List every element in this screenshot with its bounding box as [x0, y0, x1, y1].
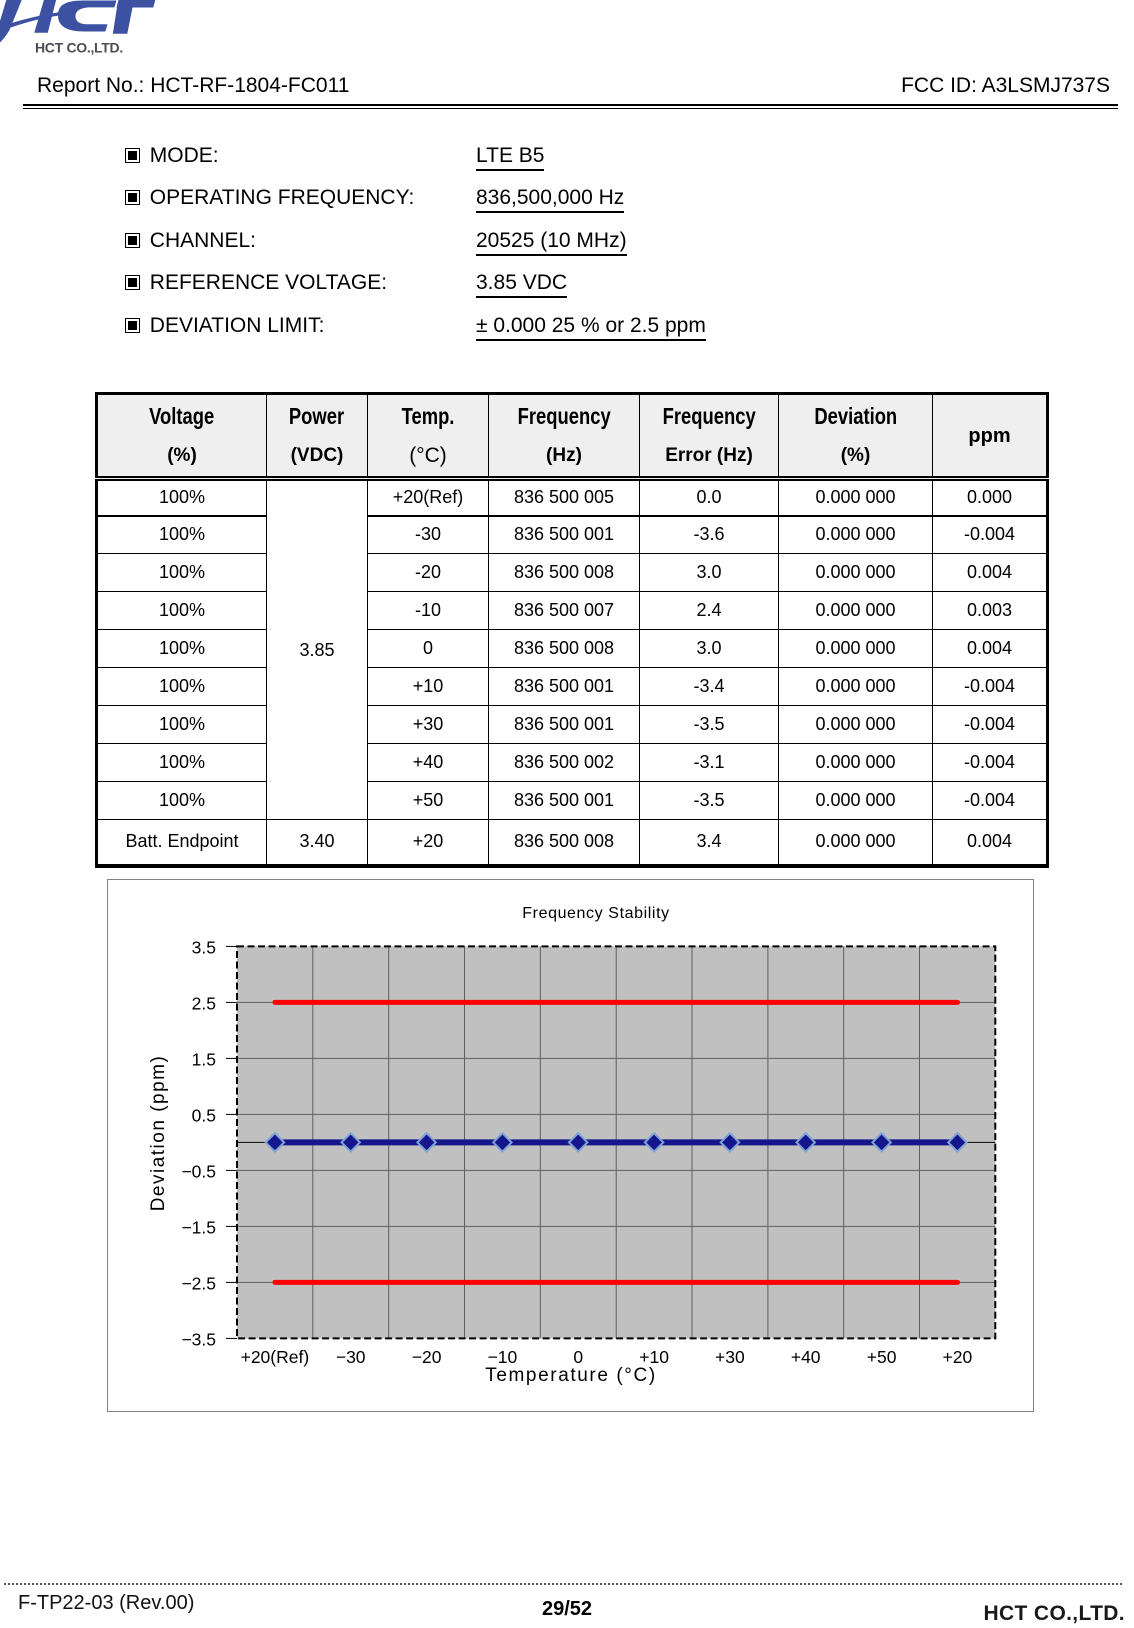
- svg-text:−0.5: −0.5: [181, 1161, 216, 1181]
- svg-text:2.5: 2.5: [192, 993, 216, 1013]
- svg-text:0: 0: [573, 1347, 583, 1367]
- svg-text:+40: +40: [791, 1347, 821, 1367]
- svg-text:Deviation (ppm): Deviation (ppm): [148, 1055, 169, 1212]
- svg-text:0.5: 0.5: [192, 1105, 216, 1125]
- svg-text:−2.5: −2.5: [181, 1273, 216, 1293]
- svg-text:HCT CO.,LTD.: HCT CO.,LTD.: [35, 40, 123, 56]
- svg-text:+20: +20: [943, 1347, 973, 1367]
- svg-text:Temperature (°C): Temperature (°C): [485, 1365, 657, 1386]
- svg-text:+30: +30: [715, 1347, 745, 1367]
- svg-text:−1.5: −1.5: [181, 1217, 216, 1237]
- svg-text:Frequency Stability: Frequency Stability: [522, 905, 669, 922]
- svg-text:+10: +10: [639, 1347, 669, 1367]
- svg-text:+20(Ref): +20(Ref): [241, 1347, 310, 1367]
- svg-text:3.5: 3.5: [192, 937, 216, 957]
- svg-text:−3.5: −3.5: [181, 1329, 216, 1349]
- svg-text:+50: +50: [867, 1347, 897, 1367]
- svg-text:−20: −20: [412, 1347, 442, 1367]
- svg-text:1.5: 1.5: [192, 1049, 216, 1069]
- svg-text:−10: −10: [488, 1347, 518, 1367]
- svg-text:−30: −30: [336, 1347, 366, 1367]
